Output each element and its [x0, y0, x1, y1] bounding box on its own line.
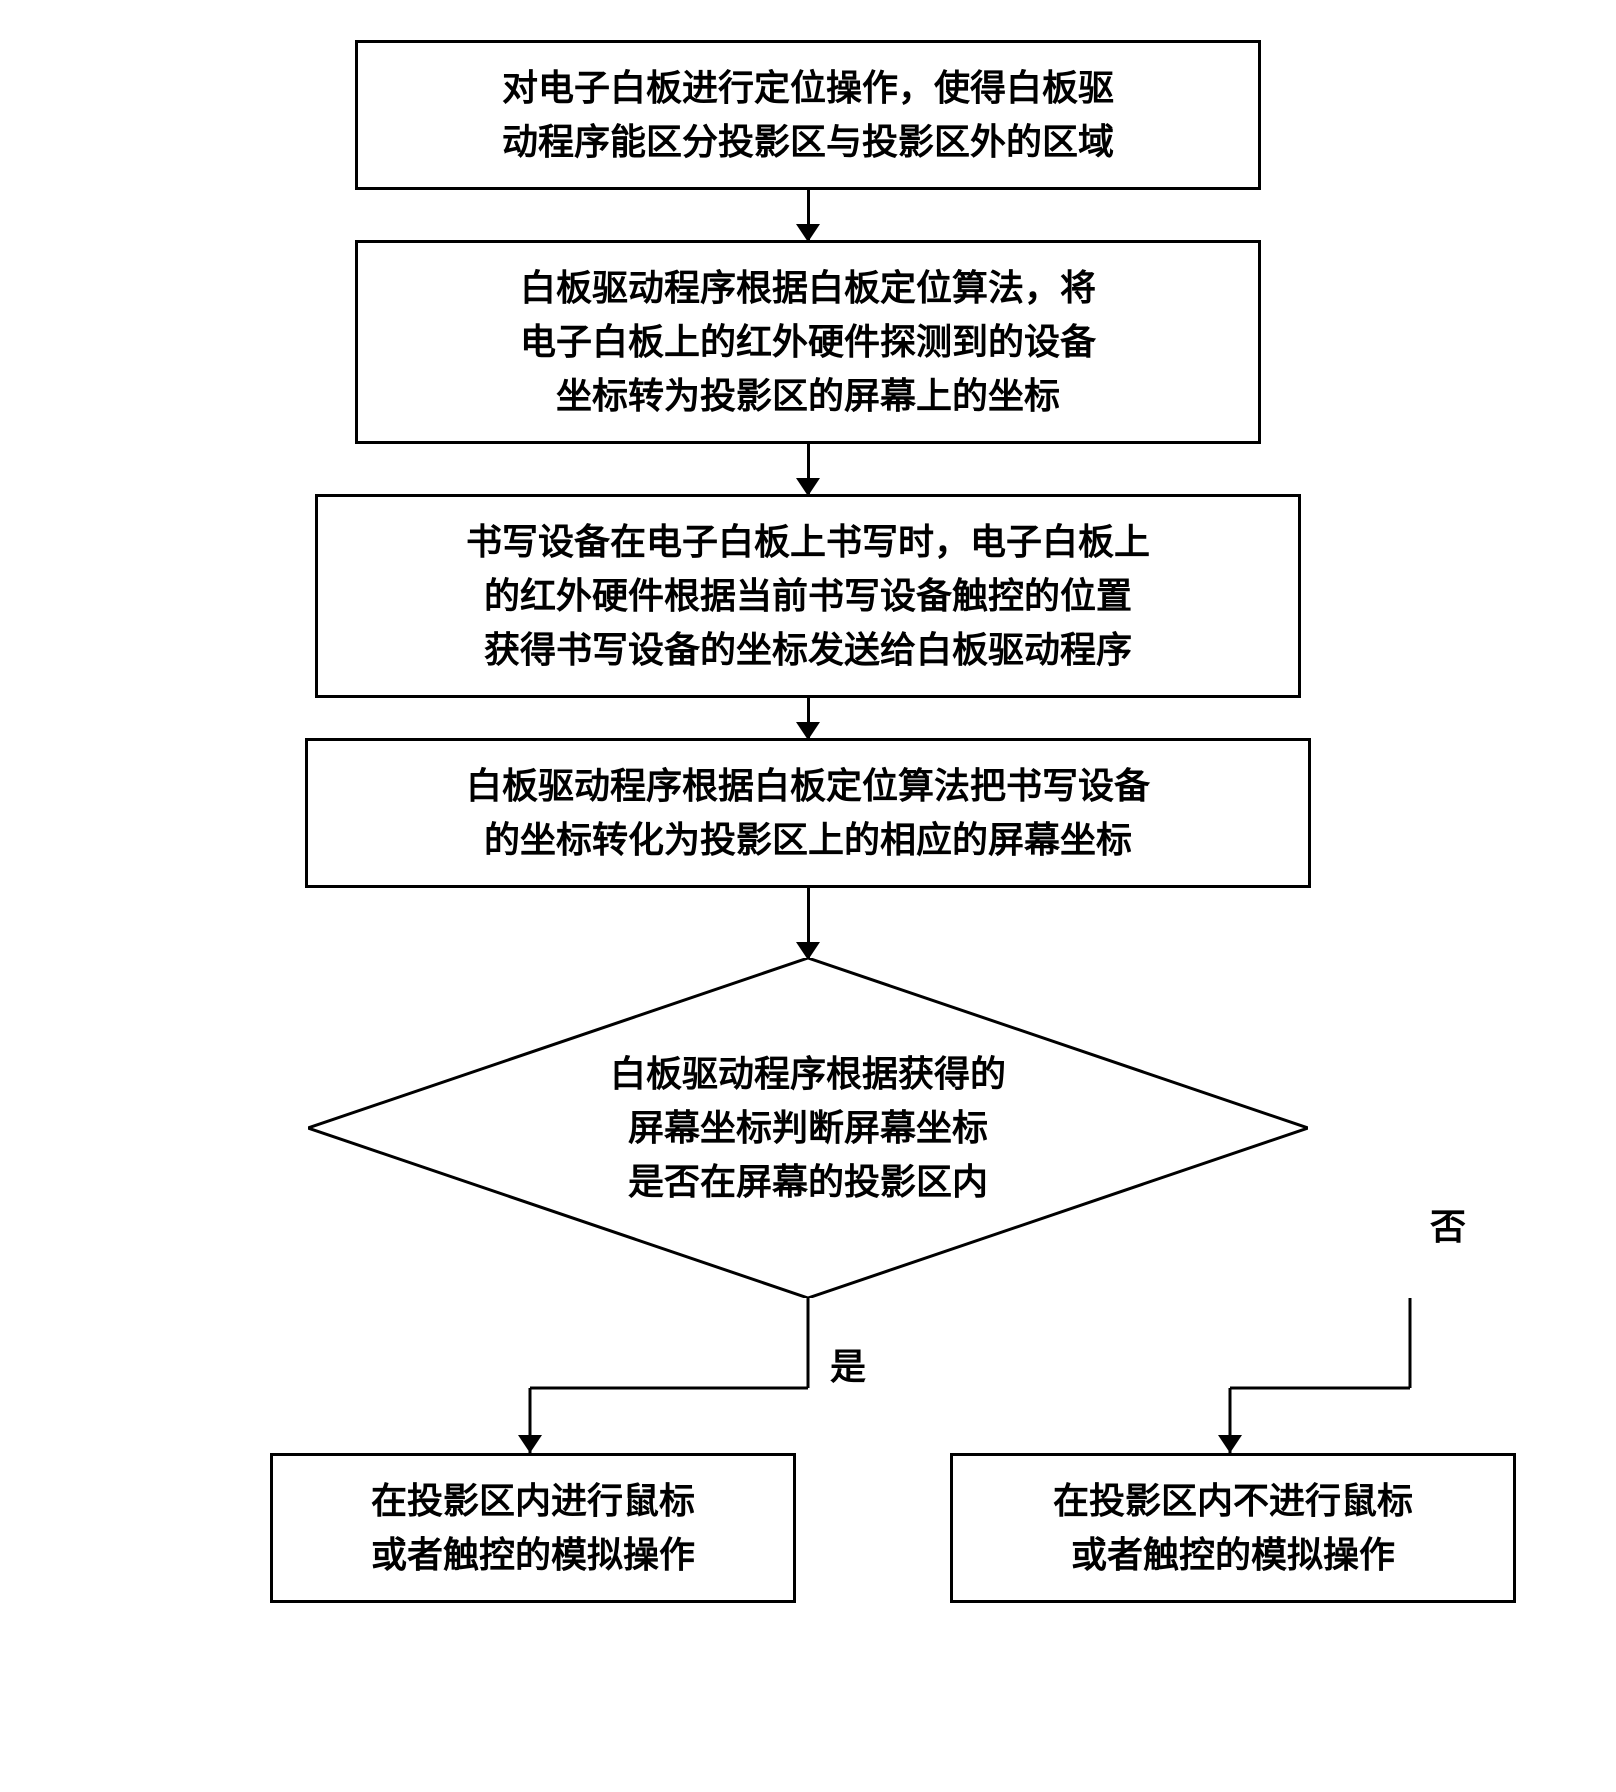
- step3-line3: 获得书写设备的坐标发送给白板驱动程序: [348, 623, 1268, 677]
- arrow-3-4: [807, 698, 810, 738]
- step1-line2: 动程序能区分投影区与投影区外的区域: [388, 115, 1228, 169]
- decision-line1: 白板驱动程序根据获得的: [528, 1047, 1088, 1101]
- no-line1: 在投影区内不进行鼠标: [983, 1474, 1483, 1528]
- step2-line2: 电子白板上的红外硬件探测到的设备: [388, 315, 1228, 369]
- no-box: 在投影区内不进行鼠标 或者触控的模拟操作: [950, 1453, 1516, 1603]
- step4-box: 白板驱动程序根据白板定位算法把书写设备 的坐标转化为投影区上的相应的屏幕坐标: [305, 738, 1311, 888]
- step2-line1: 白板驱动程序根据白板定位算法，将: [388, 261, 1228, 315]
- step1-line1: 对电子白板进行定位操作，使得白板驱: [388, 61, 1228, 115]
- step4-line1: 白板驱动程序根据白板定位算法把书写设备: [338, 759, 1278, 813]
- decision-line3: 是否在屏幕的投影区内: [528, 1155, 1088, 1209]
- step2-line3: 坐标转为投影区的屏幕上的坐标: [388, 369, 1228, 423]
- yes-label: 是: [830, 1338, 866, 1390]
- branch-row: 是 否 在投影区内进行鼠标 或者触控的模拟操作 在投影区内不进行鼠标 或者触控的…: [40, 1298, 1576, 1638]
- yes-box: 在投影区内进行鼠标 或者触控的模拟操作: [270, 1453, 796, 1603]
- step1-box: 对电子白板进行定位操作，使得白板驱 动程序能区分投影区与投影区外的区域: [355, 40, 1261, 190]
- no-line2: 或者触控的模拟操作: [983, 1528, 1483, 1582]
- arrow-1-2: [807, 190, 810, 240]
- step2-box: 白板驱动程序根据白板定位算法，将 电子白板上的红外硬件探测到的设备 坐标转为投影…: [355, 240, 1261, 444]
- yes-line2: 或者触控的模拟操作: [303, 1528, 763, 1582]
- step3-line1: 书写设备在电子白板上书写时，电子白板上: [348, 515, 1268, 569]
- step3-box: 书写设备在电子白板上书写时，电子白板上 的红外硬件根据当前书写设备触控的位置 获…: [315, 494, 1301, 698]
- flowchart-container: 对电子白板进行定位操作，使得白板驱 动程序能区分投影区与投影区外的区域 白板驱动…: [40, 40, 1576, 1638]
- arrow-2-3: [807, 444, 810, 494]
- step3-line2: 的红外硬件根据当前书写设备触控的位置: [348, 569, 1268, 623]
- decision-text: 白板驱动程序根据获得的 屏幕坐标判断屏幕坐标 是否在屏幕的投影区内: [528, 1047, 1088, 1209]
- step4-line2: 的坐标转化为投影区上的相应的屏幕坐标: [338, 813, 1278, 867]
- decision-diamond: 白板驱动程序根据获得的 屏幕坐标判断屏幕坐标 是否在屏幕的投影区内: [308, 958, 1308, 1298]
- arrow-4-d: [807, 888, 810, 958]
- no-label: 否: [1430, 1198, 1466, 1250]
- yes-line1: 在投影区内进行鼠标: [303, 1474, 763, 1528]
- decision-line2: 屏幕坐标判断屏幕坐标: [528, 1101, 1088, 1155]
